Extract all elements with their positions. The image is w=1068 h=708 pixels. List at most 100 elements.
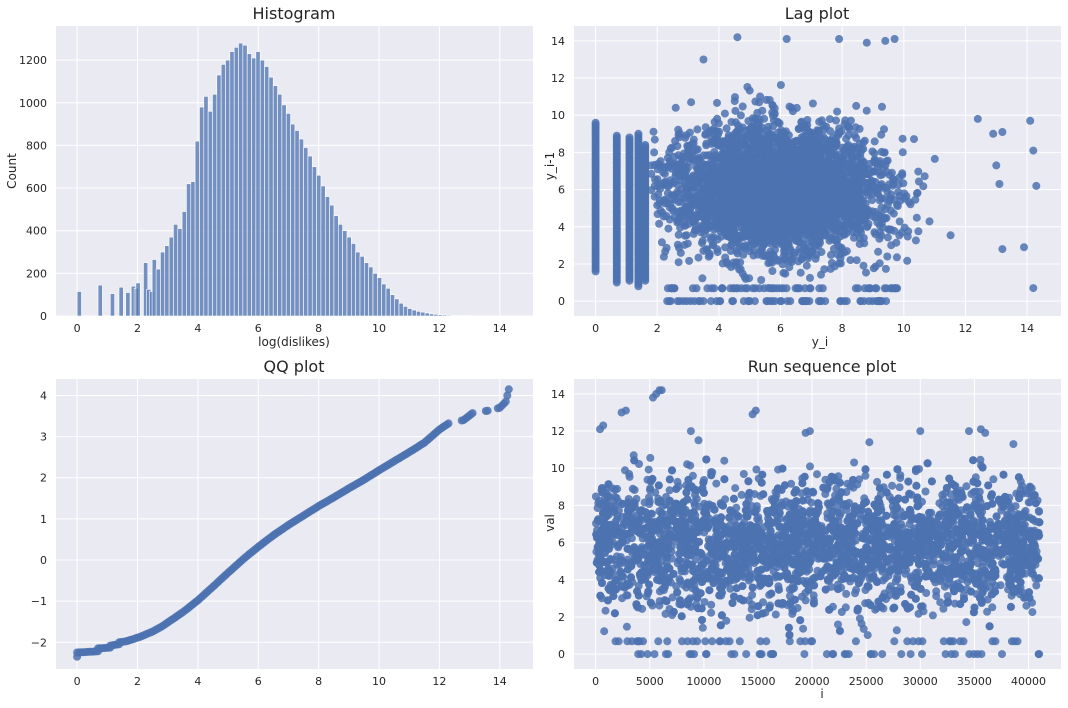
lag-plot-x-ticks: 0 2 4 6 8 10 12 14 xyxy=(592,322,1034,335)
lag-plot-point xyxy=(759,165,768,174)
lag-plot-point xyxy=(833,107,842,116)
lag-plot-point xyxy=(792,103,801,112)
lag-plot-point xyxy=(1029,284,1038,293)
lag-plot-y-tick-label: 12 xyxy=(551,72,565,85)
lag-plot-point xyxy=(738,223,747,232)
lag-plot-point xyxy=(852,101,861,110)
lag-plot-point xyxy=(787,208,796,217)
lag-plot-point xyxy=(857,175,866,184)
lag-plot-point xyxy=(872,284,881,293)
run-sequence-point xyxy=(726,584,735,593)
lag-plot-point xyxy=(804,206,813,214)
lag-plot-y-label: y_i-1 xyxy=(543,152,557,180)
lag-plot-point xyxy=(782,144,791,153)
lag-plot-point xyxy=(842,188,851,197)
histogram-bar xyxy=(411,309,417,316)
histogram-bar xyxy=(259,59,265,316)
histogram-bar xyxy=(203,96,209,316)
lag-plot-point xyxy=(881,214,889,223)
lag-plot-point xyxy=(794,124,803,133)
lag-plot-point xyxy=(759,209,768,218)
histogram-y-tick-label: 600 xyxy=(26,182,47,195)
lag-plot-point xyxy=(705,198,714,207)
lag-plot-point xyxy=(875,159,883,168)
lag-plot-point xyxy=(869,264,878,273)
histogram-bar xyxy=(125,292,131,316)
lag-plot-point xyxy=(674,258,683,267)
lag-plot-point xyxy=(814,208,823,217)
run-sequence-point xyxy=(962,618,971,627)
lag-plot-point xyxy=(746,234,755,243)
lag-plot-point xyxy=(753,132,762,141)
run-sequence-point xyxy=(983,607,992,616)
lag-plot-point xyxy=(701,206,710,215)
lag-plot-y-tick-label: 10 xyxy=(551,109,565,122)
lag-plot-point xyxy=(778,260,787,269)
lag-plot-point xyxy=(833,250,842,259)
lag-plot-point xyxy=(862,268,870,277)
lag-plot-point xyxy=(735,244,743,253)
run-sequence-point xyxy=(644,465,653,474)
lag-plot-point xyxy=(793,284,802,293)
lag-plot-point xyxy=(722,124,731,133)
lag-plot-point xyxy=(823,196,832,205)
lag-plot-point xyxy=(735,182,744,191)
lag-plot-point xyxy=(836,259,845,268)
lag-plot-point xyxy=(855,240,864,248)
lag-plot-point xyxy=(708,222,717,231)
lag-plot-point xyxy=(870,137,879,146)
lag-plot-point xyxy=(850,206,859,215)
histogram-bar xyxy=(455,315,461,316)
lag-plot-point xyxy=(680,157,689,166)
lag-plot-point xyxy=(675,129,684,138)
lag-plot-point xyxy=(760,114,769,123)
lag-plot-point xyxy=(718,284,727,293)
histogram-x-tick-label: 6 xyxy=(255,322,262,335)
lag-plot-point xyxy=(663,182,672,191)
lag-plot-point xyxy=(736,111,745,120)
lag-plot-point xyxy=(760,142,769,151)
lag-plot-point xyxy=(825,115,834,124)
lag-plot-point xyxy=(757,234,765,243)
lag-plot-y-tick-label: 6 xyxy=(558,184,565,197)
lag-plot-point xyxy=(796,166,805,175)
run-sequence-point xyxy=(988,603,997,612)
lag-plot-point xyxy=(848,196,857,205)
lag-plot-points xyxy=(591,33,1041,306)
lag-plot-point xyxy=(877,130,886,139)
lag-plot-point xyxy=(746,124,754,133)
histogram-bar xyxy=(437,314,443,316)
lag-plot-point xyxy=(798,297,807,306)
lag-plot-point xyxy=(736,258,745,267)
lag-plot-point xyxy=(670,284,679,293)
lag-plot-point xyxy=(872,297,881,306)
lag-plot-point xyxy=(856,202,865,211)
lag-plot-point xyxy=(802,261,811,270)
lag-plot-point xyxy=(826,156,835,165)
lag-plot-point xyxy=(998,245,1007,254)
lag-plot-point xyxy=(787,257,796,266)
histogram-bar xyxy=(225,59,231,316)
lag-plot-point xyxy=(781,230,790,239)
lag-plot-point xyxy=(808,99,817,108)
lag-plot-point xyxy=(681,231,690,240)
run-sequence-point xyxy=(896,471,905,480)
lag-plot-point xyxy=(737,139,746,148)
lag-plot-point xyxy=(889,209,898,218)
lag-plot-point xyxy=(734,161,743,170)
lag-plot-point xyxy=(866,186,874,195)
lag-plot-point xyxy=(749,240,758,249)
lag-plot-point xyxy=(753,171,762,180)
histogram-bar xyxy=(350,243,356,316)
histogram-bar xyxy=(424,312,430,316)
histogram-bar xyxy=(285,113,291,316)
lag-plot-point xyxy=(673,218,682,227)
lag-plot-point xyxy=(713,248,722,257)
qq-plot-x-tick-label: 10 xyxy=(372,675,386,688)
lag-plot-point xyxy=(835,35,844,43)
lag-plot-point xyxy=(673,187,682,196)
lag-plot-point xyxy=(914,167,923,176)
lag-plot-point xyxy=(817,270,825,279)
lag-plot-point xyxy=(794,149,803,158)
histogram-bar xyxy=(316,174,322,316)
